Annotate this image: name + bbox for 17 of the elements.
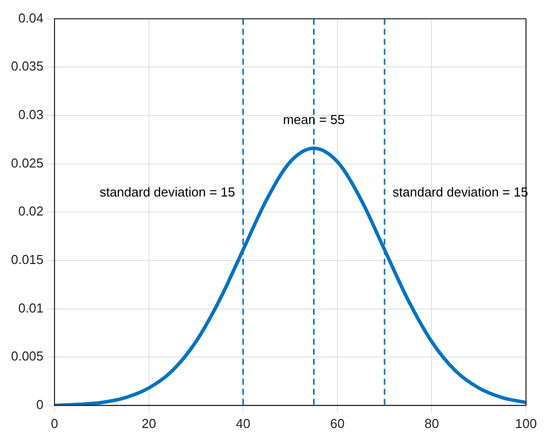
y-tick-label: 0 [36, 396, 44, 412]
y-tick-label: 0.025 [10, 155, 44, 170]
x-tick-label: 40 [236, 416, 250, 431]
x-tick-label: 100 [515, 416, 537, 431]
x-tick-label: 60 [330, 416, 345, 431]
x-tick-label: 20 [142, 416, 156, 431]
y-tick-label: 0.015 [10, 252, 44, 268]
x-tick-label: 80 [424, 416, 439, 431]
y-tick-label: 0.02 [18, 204, 44, 219]
y-tick-label: 0.04 [18, 10, 44, 26]
annotation: standard deviation = 15 [100, 184, 236, 200]
annotation: mean = 55 [282, 112, 345, 127]
y-tick-label: 0.005 [10, 348, 44, 364]
x-tick-label: 0 [50, 416, 58, 431]
y-tick-label: 0.01 [18, 300, 44, 316]
y-tick-label: 0.03 [18, 107, 44, 122]
y-tick-label: 0.035 [10, 58, 44, 74]
